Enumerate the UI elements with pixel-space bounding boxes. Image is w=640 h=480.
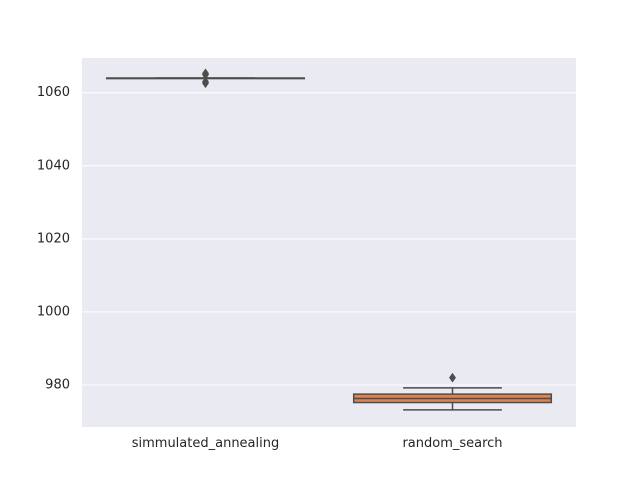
box-simmulated_annealing (105, 68, 306, 89)
y-tick-label: 1040 (37, 158, 70, 173)
y-tick-label: 1000 (37, 304, 70, 319)
y-tick-labels: 980 1000 1020 1040 1060 (37, 85, 70, 392)
box-random_search (352, 372, 553, 411)
outlier-point (201, 78, 210, 89)
gridlines (82, 92, 576, 386)
y-tick-label: 1020 (37, 231, 70, 246)
x-tick-label: random_search (402, 436, 502, 451)
x-tick-labels: simmulated_annealing random_search (132, 436, 503, 451)
y-tick-label: 1060 (37, 85, 70, 100)
boxes (105, 68, 553, 411)
plot-area (82, 58, 576, 427)
x-tick-label: simmulated_annealing (132, 436, 280, 451)
outlier-point (448, 372, 457, 383)
y-tick-label: 980 (45, 377, 70, 392)
